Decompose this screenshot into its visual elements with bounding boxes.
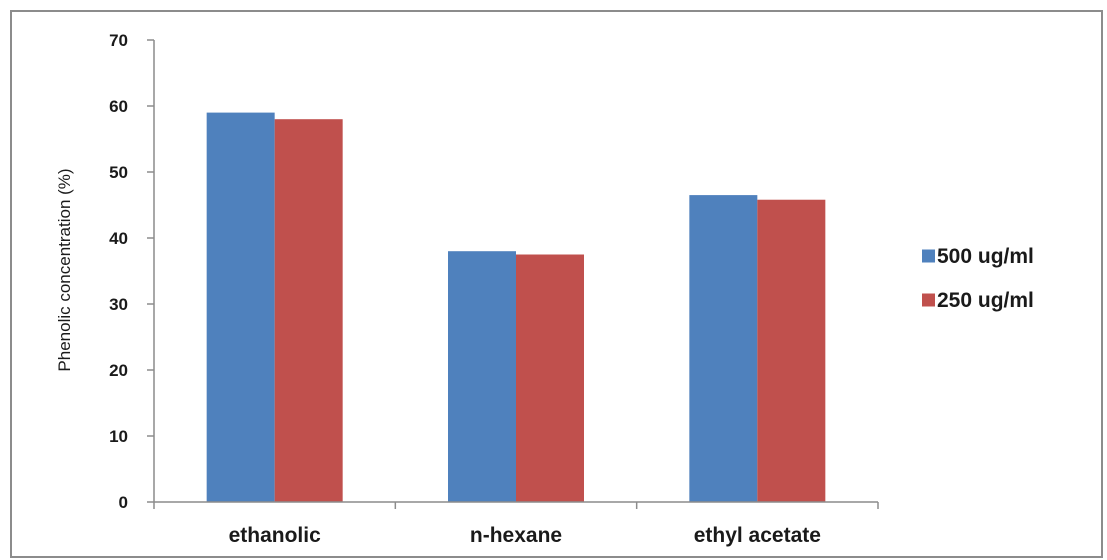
y-tick-label: 20 [109,361,128,380]
bar-n-hexane-250-ug-ml [516,254,584,502]
y-tick-label: 0 [119,493,128,512]
y-tick-label: 30 [109,295,128,314]
legend-label: 250 ug/ml [937,289,1034,312]
bar-ethanolic-250-ug-ml [274,119,343,502]
y-tick-label: 50 [109,163,128,182]
axes-layer [147,39,879,509]
bars-layer [206,112,826,502]
y-tick-label: 70 [109,31,128,50]
legend: 500 ug/ml 250 ug/ml [922,245,1034,312]
x-category-label: ethyl acetate [694,524,821,547]
legend-label: 500 ug/ml [937,245,1034,268]
bar-n-hexane-500-ug-ml [448,251,516,502]
y-tick-label: 60 [109,97,128,116]
x-category-label: n-hexane [470,524,562,547]
legend-swatch [922,249,935,263]
legend-swatch [922,293,935,307]
y-axis-title: Phenolic concentration (%) [55,168,74,371]
bar-ethyl-acetate-500-ug-ml [689,195,758,502]
bar-ethyl-acetate-250-ug-ml [757,199,826,502]
y-tick-label: 10 [109,427,128,446]
x-category-label: ethanolic [229,524,322,547]
labels-layer: 0 10 20 30 40 50 60 70 ethanolic n-hexane ethyl ac… [109,31,821,547]
y-tick-label: 40 [109,229,128,248]
bar-ethanolic-500-ug-ml [206,112,275,502]
